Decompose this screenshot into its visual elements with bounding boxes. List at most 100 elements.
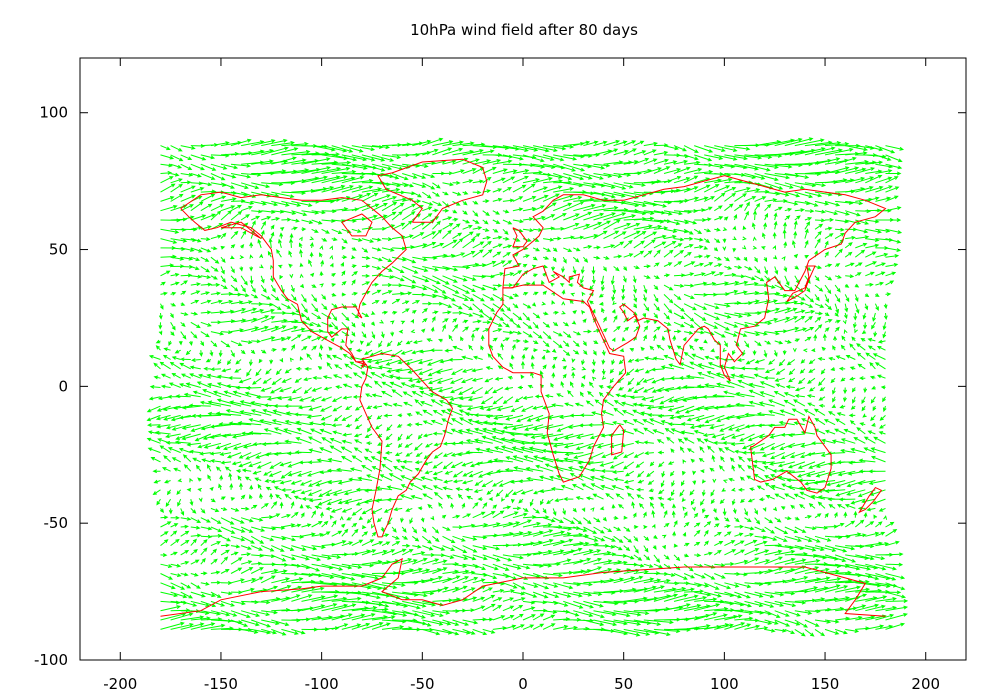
wind-vector — [885, 218, 902, 223]
wind-vector — [611, 485, 624, 491]
wind-vector — [240, 182, 260, 190]
wind-vector — [869, 361, 876, 370]
wind-vector — [325, 506, 332, 511]
wind-vector — [484, 377, 494, 383]
wind-vector — [177, 478, 183, 483]
wind-vector — [865, 554, 886, 561]
wind-vector — [170, 238, 188, 243]
wind-vector — [462, 168, 477, 174]
wind-vector — [657, 405, 675, 410]
wind-vector — [653, 275, 660, 279]
wind-vector — [603, 526, 613, 533]
wind-vector — [507, 375, 514, 380]
wind-vector — [804, 327, 815, 333]
wind-vector — [774, 340, 784, 345]
wind-vector — [583, 619, 605, 627]
wind-vector — [581, 483, 594, 491]
wind-vector — [290, 489, 302, 494]
wind-vector — [502, 511, 519, 519]
wind-vector — [541, 301, 547, 306]
wind-vector — [421, 535, 432, 544]
wind-vector — [261, 610, 279, 615]
wind-vector — [522, 145, 550, 153]
wind-vector — [724, 414, 745, 420]
wind-vector — [643, 545, 649, 553]
wind-vector — [222, 433, 242, 438]
wind-vector — [462, 224, 473, 230]
wind-vector — [380, 331, 385, 339]
wind-vector — [814, 209, 826, 214]
wind-vector — [278, 238, 282, 249]
wind-vector — [653, 312, 659, 319]
wind-vector — [878, 507, 886, 512]
wind-vector — [590, 483, 604, 491]
wind-vector — [220, 245, 226, 250]
wind-vector — [598, 301, 604, 306]
wind-vector — [261, 138, 288, 147]
wind-vector — [400, 484, 413, 491]
wind-vector — [299, 283, 305, 289]
wind-vector — [452, 514, 461, 519]
wind-vector — [190, 572, 199, 577]
wind-vector — [656, 439, 665, 444]
wind-vector — [486, 489, 494, 495]
wind-vector — [663, 593, 689, 602]
wind-vector — [422, 191, 432, 199]
wind-vector — [492, 251, 502, 258]
wind-vector — [217, 359, 222, 365]
wind-vector — [210, 299, 223, 305]
wind-vector — [714, 227, 721, 232]
wind-vector — [679, 446, 685, 453]
wind-vector — [583, 349, 588, 355]
wind-vector — [581, 309, 586, 315]
wind-vector — [562, 508, 566, 516]
wind-vector — [882, 331, 887, 339]
wind-vector — [230, 284, 239, 292]
wind-vector — [492, 210, 501, 215]
wind-vector — [180, 622, 205, 630]
wind-vector — [602, 399, 614, 407]
wind-vector — [421, 328, 426, 333]
wind-vector — [482, 427, 504, 435]
wind-vector — [240, 517, 254, 523]
wind-vector — [462, 142, 486, 147]
wind-vector — [411, 349, 423, 355]
wind-vector — [533, 489, 544, 495]
wind-vector — [472, 617, 487, 622]
wind-vector — [642, 312, 647, 318]
wind-vector — [553, 433, 574, 441]
wind-vector — [230, 182, 249, 190]
wind-vector — [741, 442, 755, 450]
wind-vector — [587, 390, 594, 398]
wind-vector — [331, 396, 343, 402]
wind-vector — [744, 210, 749, 221]
wind-vector — [371, 531, 377, 537]
wind-vector — [359, 340, 364, 346]
wind-vector — [251, 325, 269, 333]
wind-vector — [155, 339, 161, 344]
wind-vector — [673, 273, 686, 278]
wind-vector — [739, 476, 745, 481]
wind-vector — [663, 510, 668, 518]
wind-vector — [180, 561, 190, 565]
wind-vector — [657, 450, 665, 455]
wind-vector — [649, 461, 655, 467]
wind-vector — [636, 487, 644, 492]
wind-vector — [301, 497, 312, 501]
wind-vector — [160, 270, 171, 277]
wind-vector — [522, 591, 538, 598]
wind-vector — [844, 242, 853, 249]
wind-vector — [744, 539, 758, 547]
wind-vector — [239, 482, 243, 490]
wind-vector — [653, 210, 673, 216]
wind-vector — [855, 219, 870, 225]
wind-vector — [761, 232, 766, 239]
wind-vector — [308, 405, 322, 411]
wind-vector — [482, 545, 501, 551]
wind-vector — [361, 312, 370, 317]
wind-vector — [331, 623, 349, 630]
wind-vector — [200, 508, 206, 514]
wind-vector — [502, 176, 516, 184]
wind-vector — [186, 487, 192, 492]
wind-vector — [492, 328, 503, 333]
